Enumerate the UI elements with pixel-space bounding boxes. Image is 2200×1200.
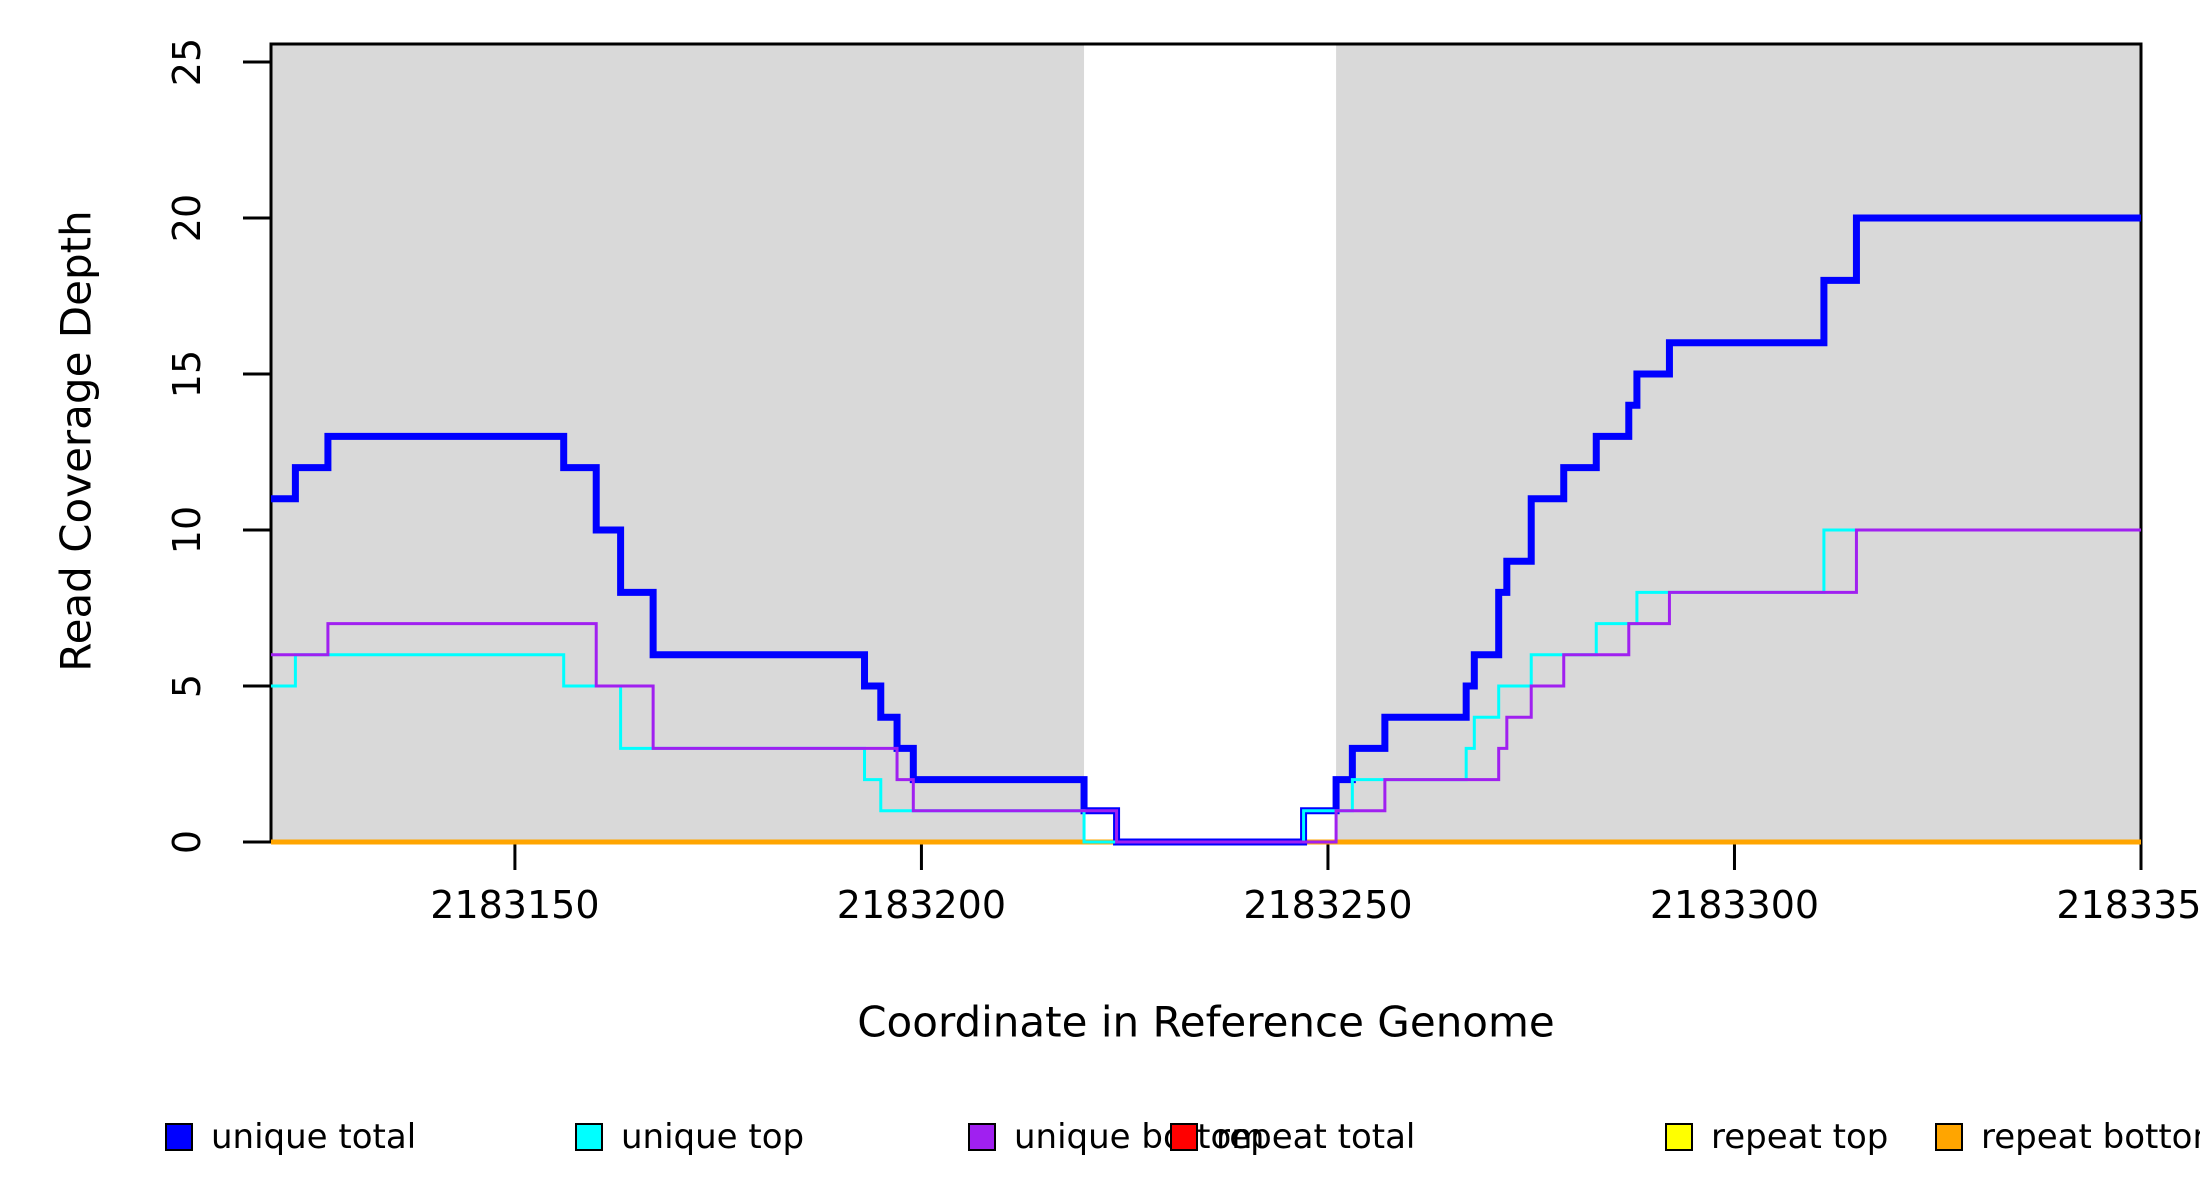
y-tick-label: 5 <box>165 674 209 698</box>
x-tick-label: 2183200 <box>837 883 1006 927</box>
legend-label: unique total <box>211 1117 417 1157</box>
legend-item-unique-bottom: unique bottom <box>968 1112 1264 1162</box>
y-tick-label: 0 <box>165 830 209 854</box>
legend-swatch-unique-top <box>575 1123 603 1151</box>
x-tick-label: 2183250 <box>1243 883 1412 927</box>
legend-item-repeat-top: repeat top <box>1665 1112 1888 1162</box>
legend-swatch-repeat-top <box>1665 1123 1693 1151</box>
x-tick-label: 2183300 <box>1650 883 1819 927</box>
legend-swatch-repeat-total <box>1170 1123 1198 1151</box>
legend-swatch-unique-total <box>165 1123 193 1151</box>
x-axis-title: Coordinate in Reference Genome <box>857 997 1555 1047</box>
legend-label: repeat total <box>1216 1117 1416 1157</box>
legend-label: repeat top <box>1711 1117 1889 1157</box>
legend: unique total unique top unique bottom re… <box>0 1112 2200 1172</box>
legend-label: unique top <box>621 1117 805 1157</box>
unique-region-shading-0 <box>271 44 1085 842</box>
legend-item-repeat-bottom: repeat bottom <box>1935 1112 2200 1162</box>
series-unique-top <box>271 528 2141 844</box>
y-axis-title: Read Coverage Depth <box>51 210 101 672</box>
series-unique-total <box>271 214 2141 846</box>
legend-label: unique bottom <box>1014 1117 1265 1157</box>
series-unique-bottom <box>271 528 2141 844</box>
legend-label: repeat bottom <box>1981 1117 2200 1157</box>
legend-item-unique-top: unique top <box>575 1112 804 1162</box>
y-tick-label: 10 <box>165 506 209 554</box>
x-tick-label: 2183150 <box>430 883 599 927</box>
legend-swatch-repeat-bottom <box>1935 1123 1963 1151</box>
unique-region-shading-1 <box>1336 44 2141 842</box>
y-tick-label: 15 <box>165 350 209 398</box>
legend-item-unique-total: unique total <box>165 1112 416 1162</box>
y-tick-label: 20 <box>165 194 209 242</box>
y-tick-label: 25 <box>165 38 209 86</box>
legend-item-repeat-total: repeat total <box>1170 1112 1415 1162</box>
legend-swatch-unique-bottom <box>968 1123 996 1151</box>
